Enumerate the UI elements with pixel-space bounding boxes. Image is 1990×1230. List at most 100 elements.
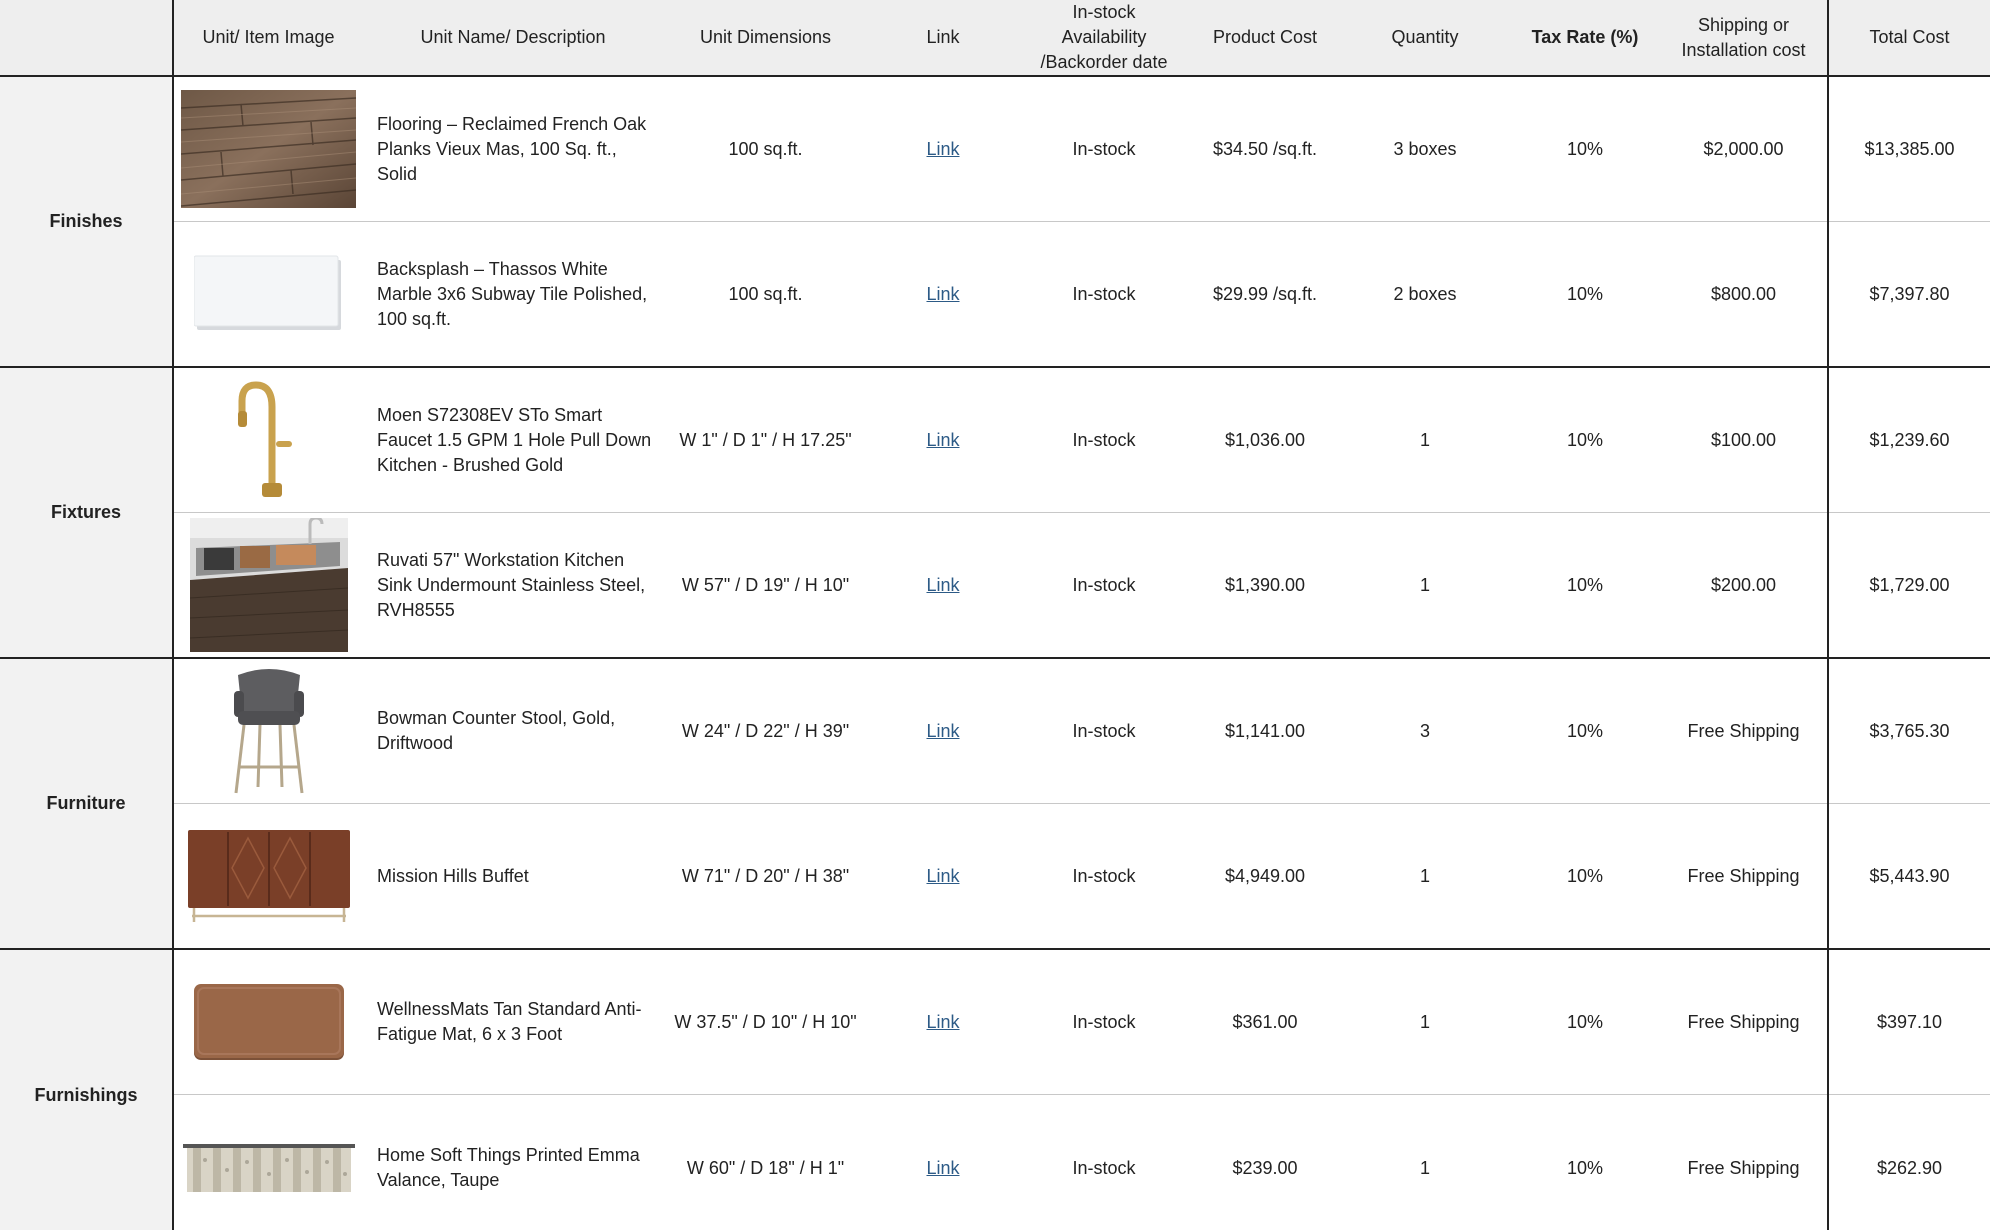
item-shipping: $200.00 (1660, 512, 1828, 659)
item-shipping: $2,000.00 (1660, 76, 1828, 222)
item-total: $3,765.30 (1827, 658, 1990, 804)
table-row: Furnishings WellnessMats Tan Standard An… (0, 949, 1990, 1230)
category-furniture: Furniture (0, 658, 174, 950)
item-product-cost: $29.99 /sq.ft. (1190, 221, 1340, 368)
item-description: Flooring – Reclaimed French Oak Planks V… (363, 76, 663, 222)
item-dimensions: W 1" / D 1" / H 17.25" (663, 367, 868, 513)
item-quantity: 1 (1340, 949, 1510, 1095)
item-tax-rate: 10% (1510, 949, 1660, 1095)
item-total: $397.10 (1827, 949, 1990, 1095)
table-row: Finishes (0, 76, 1990, 368)
item-link-cell: Link (868, 512, 1018, 659)
item-total: $262.90 (1827, 1094, 1990, 1230)
buffet-cabinet-icon (187, 830, 350, 922)
wood-flooring-icon (181, 90, 356, 208)
floor-mat-icon (193, 984, 344, 1060)
product-link[interactable]: Link (926, 1157, 960, 1178)
item-link-cell: Link (868, 803, 1018, 950)
item-tax-rate: 10% (1510, 803, 1660, 950)
item-image-cell (173, 512, 363, 659)
product-link[interactable]: Link (926, 1011, 960, 1032)
item-tax-rate: 10% (1510, 367, 1660, 513)
item-tax-rate: 10% (1510, 658, 1660, 804)
header-description: Unit Name/ Description (363, 0, 663, 77)
item-description: Bowman Counter Stool, Gold, Driftwood (363, 658, 663, 804)
item-product-cost: $239.00 (1232, 1157, 1298, 1178)
header-total-cost: Total Cost (1827, 0, 1990, 77)
item-quantity: 1 (1340, 367, 1510, 513)
counter-stool-icon (233, 669, 304, 794)
item-dimensions: W 71" / D 20" / H 38" (663, 803, 868, 950)
item-quantity: 1 (1340, 512, 1510, 659)
category-furnishings: Furnishings (0, 949, 174, 1230)
product-link[interactable]: Link (926, 574, 960, 595)
item-availability: In-stock (1018, 949, 1190, 1095)
item-link-cell: Link (868, 949, 1018, 1095)
item-dimensions: W 60" / D 18" / H 1" (686, 1157, 845, 1178)
header-category (0, 0, 174, 77)
item-description: Ruvati 57" Workstation Kitchen Sink Unde… (363, 512, 663, 659)
header-tax-rate: Tax Rate (%) (1510, 0, 1660, 77)
item-shipping: Free Shipping (1660, 949, 1828, 1095)
item-description: WellnessMats Tan Standard Anti-Fatigue M… (363, 949, 663, 1095)
header-shipping: Shipping or Installation cost (1660, 0, 1828, 77)
table-row: Furniture Bowman Counter Stool, (0, 658, 1990, 950)
item-quantity: 1 (1419, 1157, 1430, 1178)
item-shipping: Free Shipping (1687, 1157, 1800, 1178)
gold-faucet-icon (237, 381, 292, 497)
item-tax-rate: 10% (1510, 221, 1660, 368)
item-total: $1,239.60 (1827, 367, 1990, 513)
header-image: Unit/ Item Image (173, 0, 363, 77)
kitchen-sink-icon (189, 518, 348, 652)
item-total: $13,385.00 (1827, 76, 1990, 222)
item-shipping: $800.00 (1660, 221, 1828, 368)
item-product-cost: $361.00 (1190, 949, 1340, 1095)
item-image-cell (173, 803, 363, 950)
item-tax-rate: 10% (1566, 1157, 1604, 1178)
item-product-cost: $1,036.00 (1190, 367, 1340, 513)
product-link[interactable]: Link (926, 283, 960, 304)
item-total: $5,443.90 (1827, 803, 1990, 950)
table-row: Mission Hills Buffet W 71" / D 20" / H 3… (0, 803, 1990, 950)
item-dimensions: W 57" / D 19" / H 10" (663, 512, 868, 659)
table-row: Ruvati 57" Workstation Kitchen Sink Unde… (0, 512, 1990, 659)
item-product-cost: $1,141.00 (1190, 658, 1340, 804)
item-availability: In-stock (1018, 221, 1190, 368)
item-quantity: 1 (1340, 803, 1510, 950)
item-total: $7,397.80 (1827, 221, 1990, 368)
product-link[interactable]: Link (926, 720, 960, 741)
item-availability: In-stock (1018, 512, 1190, 659)
item-product-cost: $34.50 /sq.ft. (1190, 76, 1340, 222)
item-quantity: 3 (1340, 658, 1510, 804)
item-description: Home Soft Things Printed Emma Valance, T… (377, 1145, 640, 1190)
header-availability: In-stock Availability /Backorder date (1018, 0, 1190, 77)
item-image-cell (173, 221, 363, 368)
product-link[interactable]: Link (926, 865, 960, 886)
marble-tile-icon (193, 255, 341, 330)
item-image-cell (173, 949, 363, 1095)
item-product-cost: $1,390.00 (1190, 512, 1340, 659)
product-link[interactable]: Link (926, 429, 960, 450)
item-tax-rate: 10% (1510, 76, 1660, 222)
item-description: Backsplash – Thassos White Marble 3x6 Su… (363, 221, 663, 368)
header-availability-line: /Backorder date (1040, 52, 1168, 72)
item-quantity: 3 boxes (1340, 76, 1510, 222)
item-tax-rate: 10% (1510, 512, 1660, 659)
item-shipping: Free Shipping (1660, 803, 1828, 950)
table-row: Backsplash – Thassos White Marble 3x6 Su… (0, 221, 1990, 368)
header-row: Unit/ Item Image Unit Name/ Description … (0, 0, 1990, 77)
item-dimensions: W 37.5" / D 10" / H 10" (663, 949, 868, 1095)
item-image-cell (173, 367, 363, 513)
header-shipping-line: Shipping or (1697, 14, 1790, 35)
header-product-cost: Product Cost (1190, 0, 1340, 77)
item-shipping: $100.00 (1660, 367, 1828, 513)
item-description: Mission Hills Buffet (363, 803, 663, 950)
header-availability-line: In-stock (1072, 2, 1136, 22)
category-finishes: Finishes (0, 76, 174, 368)
product-link[interactable]: Link (926, 138, 960, 159)
item-image-cell (173, 658, 363, 804)
table-row: Home Soft Things Printed Emma Valance, T… (0, 1094, 1990, 1230)
item-availability: In-stock (1018, 367, 1190, 513)
